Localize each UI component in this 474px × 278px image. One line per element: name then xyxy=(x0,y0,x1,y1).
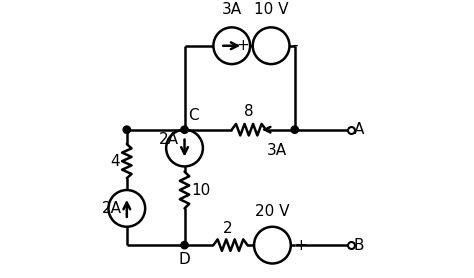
Text: 3A: 3A xyxy=(267,143,287,158)
Text: -: - xyxy=(292,38,298,53)
Text: D: D xyxy=(179,252,191,267)
Text: +: + xyxy=(237,38,250,53)
Text: B: B xyxy=(354,238,364,253)
Text: -: - xyxy=(246,238,251,253)
Circle shape xyxy=(123,126,130,133)
Text: 2: 2 xyxy=(223,221,233,236)
Text: 10: 10 xyxy=(191,183,210,198)
Text: 4: 4 xyxy=(110,154,120,169)
Text: 10 V: 10 V xyxy=(254,2,288,17)
Circle shape xyxy=(291,126,299,133)
Text: 3A: 3A xyxy=(222,2,242,17)
Text: 2A: 2A xyxy=(159,132,179,147)
Circle shape xyxy=(181,126,188,133)
Text: C: C xyxy=(189,108,199,123)
Circle shape xyxy=(181,242,188,249)
Text: +: + xyxy=(294,238,307,253)
Text: 8: 8 xyxy=(244,104,254,119)
Text: A: A xyxy=(354,122,364,137)
Text: 20 V: 20 V xyxy=(255,204,290,219)
Text: 2A: 2A xyxy=(101,201,121,216)
